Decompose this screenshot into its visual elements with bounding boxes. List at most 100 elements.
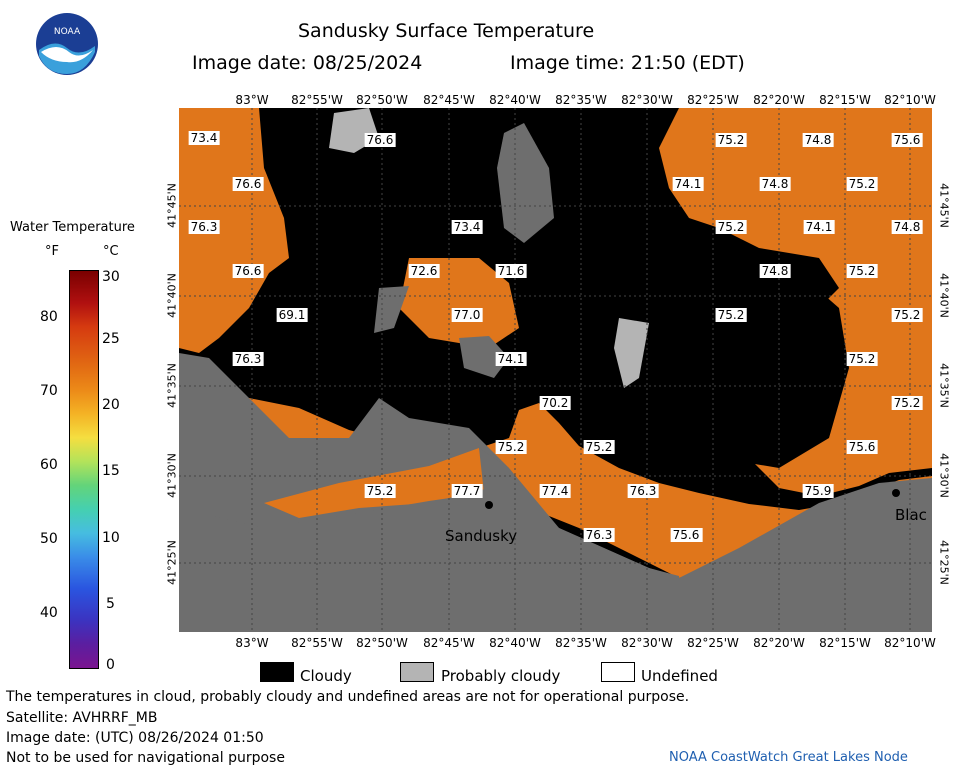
temperature-label: 72.6 bbox=[408, 264, 440, 278]
probably-cloudy-patch bbox=[614, 318, 649, 388]
colorbar-f-tick: 40 bbox=[40, 605, 58, 621]
svg-text:NOAA: NOAA bbox=[54, 27, 81, 37]
temperature-label: 75.2 bbox=[891, 396, 923, 410]
latitude-label: 41°45'N bbox=[165, 183, 179, 228]
temperature-label: 74.1 bbox=[672, 177, 704, 191]
temperature-label: 75.2 bbox=[715, 133, 747, 147]
longitude-label: 82°35'W bbox=[555, 93, 607, 107]
page-title: Sandusky Surface Temperature bbox=[298, 20, 595, 42]
temperature-label: 76.6 bbox=[232, 177, 264, 191]
temperature-label: 73.4 bbox=[188, 131, 220, 145]
longitude-label: 82°50'W bbox=[356, 636, 408, 650]
latitude-label: 41°30'N bbox=[937, 453, 951, 498]
colorbar-c-tick: 30 bbox=[102, 269, 120, 285]
blac-marker bbox=[892, 489, 900, 497]
latitude-label: 41°45'N bbox=[937, 183, 951, 228]
temperature-label: 74.8 bbox=[891, 220, 923, 234]
longitude-label: 82°35'W bbox=[555, 636, 607, 650]
colorbar-c-tick: 10 bbox=[102, 530, 120, 546]
latitude-label: 41°30'N bbox=[165, 453, 179, 498]
temperature-label: 75.2 bbox=[583, 440, 615, 454]
water-region-center bbox=[399, 258, 519, 348]
temperature-label: 75.2 bbox=[364, 484, 396, 498]
sandusky-marker bbox=[485, 501, 493, 509]
colorbar bbox=[69, 270, 99, 669]
colorbar-c-tick: 15 bbox=[102, 463, 120, 479]
place-label-blac: Blac bbox=[895, 506, 927, 524]
map-svg bbox=[179, 108, 932, 632]
footer-credit: NOAA CoastWatch Great Lakes Node bbox=[669, 750, 908, 765]
temperature-label: 75.2 bbox=[891, 308, 923, 322]
legend-undefined-swatch bbox=[601, 662, 635, 682]
colorbar-c-tick: 25 bbox=[102, 331, 120, 347]
colorbar-f-tick: 70 bbox=[40, 383, 58, 399]
temperature-label: 75.2 bbox=[715, 308, 747, 322]
temperature-label: 75.6 bbox=[670, 528, 702, 542]
temperature-label: 77.7 bbox=[451, 484, 483, 498]
temperature-label: 76.3 bbox=[583, 528, 615, 542]
longitude-label: 82°10'W bbox=[884, 636, 936, 650]
colorbar-unit-f: °F bbox=[45, 244, 59, 259]
temperature-label: 70.2 bbox=[539, 396, 571, 410]
longitude-label: 83°W bbox=[235, 636, 269, 650]
longitude-label: 82°10'W bbox=[884, 93, 936, 107]
temperature-label: 75.2 bbox=[715, 220, 747, 234]
colorbar-title: Water Temperature bbox=[10, 220, 135, 235]
temperature-label: 74.1 bbox=[803, 220, 835, 234]
latitude-label: 41°35'N bbox=[165, 363, 179, 408]
temperature-label: 76.3 bbox=[188, 220, 220, 234]
longitude-label: 82°45'W bbox=[423, 93, 475, 107]
longitude-label: 82°25'W bbox=[687, 636, 739, 650]
temperature-label: 77.0 bbox=[451, 308, 483, 322]
legend-cloudy: Cloudy bbox=[300, 667, 352, 685]
latitude-label: 41°35'N bbox=[937, 363, 951, 408]
longitude-label: 82°25'W bbox=[687, 93, 739, 107]
map-area bbox=[179, 108, 932, 632]
longitude-label: 82°40'W bbox=[489, 93, 541, 107]
longitude-label: 82°15'W bbox=[819, 636, 871, 650]
longitude-label: 82°55'W bbox=[291, 636, 343, 650]
temperature-label: 75.9 bbox=[802, 484, 834, 498]
footer-utc-date: Image date: (UTC) 08/26/2024 01:50 bbox=[6, 730, 264, 746]
longitude-label: 82°15'W bbox=[819, 93, 871, 107]
temperature-label: 73.4 bbox=[451, 220, 483, 234]
temperature-label: 76.6 bbox=[364, 133, 396, 147]
temperature-label: 76.6 bbox=[232, 264, 264, 278]
temperature-label: 71.6 bbox=[495, 264, 527, 278]
longitude-label: 82°20'W bbox=[753, 636, 805, 650]
legend-probably-cloudy-swatch bbox=[400, 662, 434, 682]
temperature-label: 69.1 bbox=[276, 308, 308, 322]
temperature-label: 75.2 bbox=[495, 440, 527, 454]
water-region-west bbox=[179, 108, 289, 353]
latitude-label: 41°25'N bbox=[937, 540, 951, 585]
longitude-label: 82°30'W bbox=[621, 93, 673, 107]
place-label-sandusky: Sandusky bbox=[445, 527, 518, 545]
latitude-label: 41°40'N bbox=[165, 273, 179, 318]
temperature-label: 74.8 bbox=[759, 264, 791, 278]
longitude-label: 82°30'W bbox=[621, 636, 673, 650]
legend-probably-cloudy: Probably cloudy bbox=[441, 667, 561, 685]
temperature-label: 75.6 bbox=[891, 133, 923, 147]
legend-cloudy-swatch bbox=[260, 662, 294, 682]
graticule bbox=[179, 108, 932, 632]
colorbar-f-tick: 80 bbox=[40, 309, 58, 325]
temperature-label: 76.3 bbox=[232, 352, 264, 366]
temperature-label: 75.6 bbox=[846, 440, 878, 454]
temperature-label: 75.2 bbox=[846, 177, 878, 191]
temperature-label: 74.8 bbox=[802, 133, 834, 147]
longitude-label: 82°45'W bbox=[423, 636, 475, 650]
colorbar-f-tick: 50 bbox=[40, 531, 58, 547]
latitude-label: 41°25'N bbox=[165, 540, 179, 585]
footer-nav-note: Not to be used for navigational purpose bbox=[6, 750, 285, 766]
temperature-label: 74.1 bbox=[495, 352, 527, 366]
image-date: Image date: 08/25/2024 bbox=[192, 52, 423, 74]
colorbar-unit-c: °C bbox=[103, 244, 119, 259]
colorbar-c-tick: 0 bbox=[106, 657, 115, 673]
longitude-label: 82°50'W bbox=[356, 93, 408, 107]
temperature-label: 76.3 bbox=[627, 484, 659, 498]
temperature-label: 75.2 bbox=[846, 264, 878, 278]
latitude-label: 41°40'N bbox=[937, 273, 951, 318]
longitude-label: 82°55'W bbox=[291, 93, 343, 107]
longitude-label: 82°20'W bbox=[753, 93, 805, 107]
image-time: Image time: 21:50 (EDT) bbox=[510, 52, 745, 74]
